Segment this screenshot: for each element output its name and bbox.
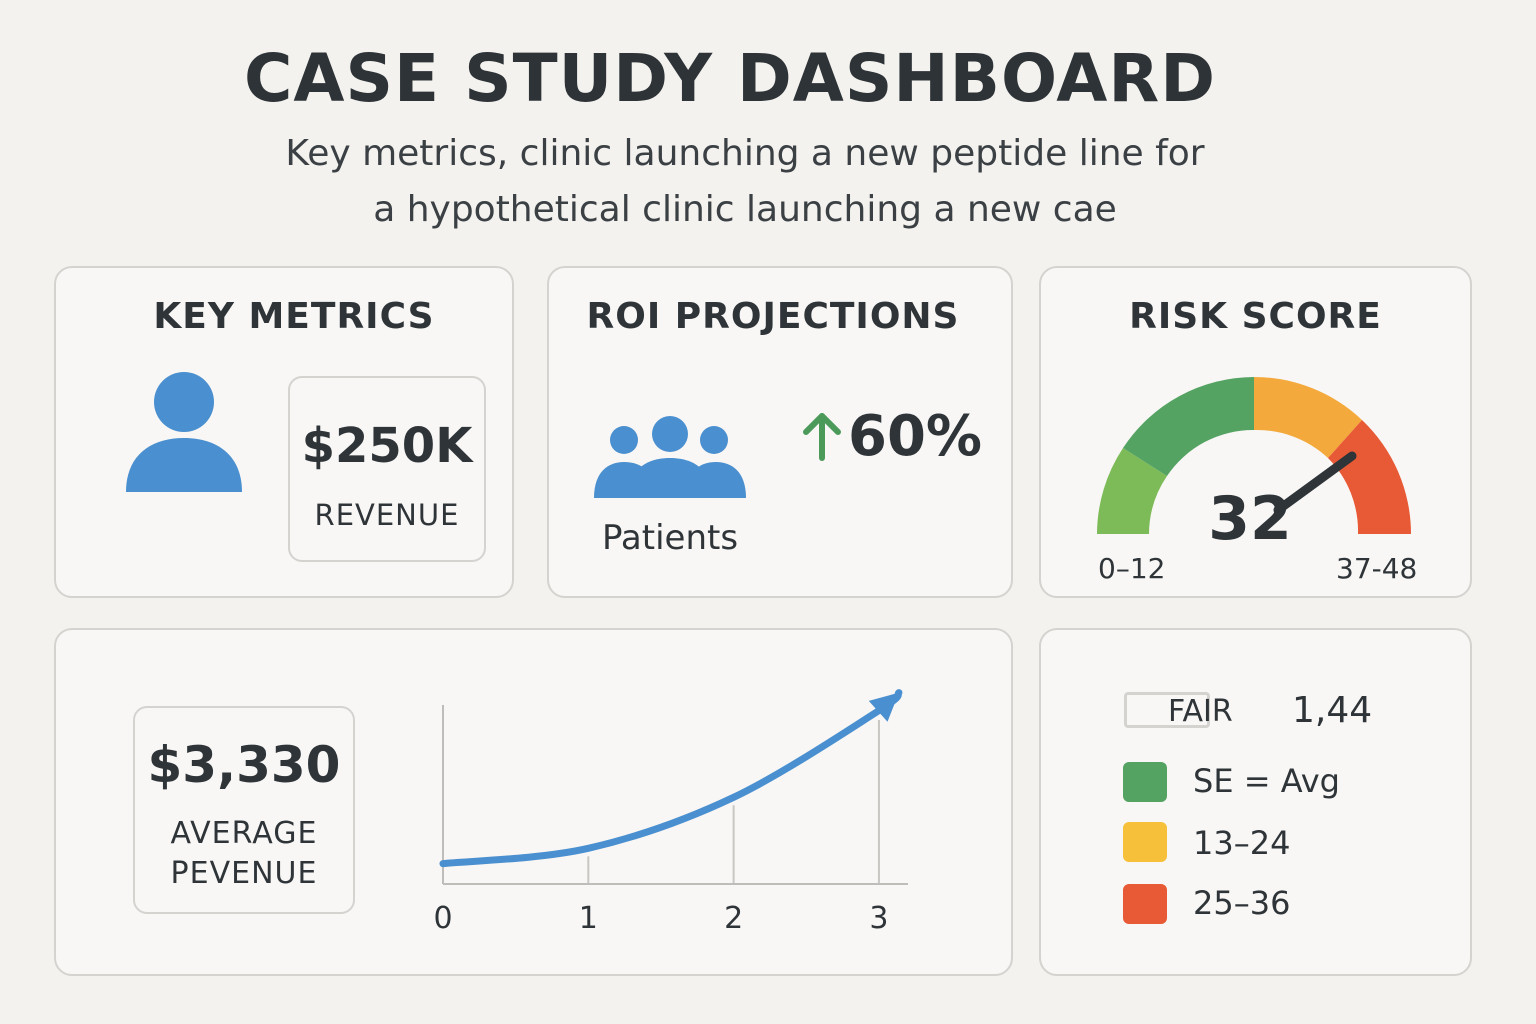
legend-label-fair: FAIR <box>1168 694 1233 729</box>
legend-label-yellow: 13–24 <box>1193 824 1291 862</box>
average-revenue-label-line-2: PEVENUE <box>170 856 318 891</box>
legend-label-green: SE = Avg <box>1193 762 1340 800</box>
legend-swatch-fair <box>1124 692 1210 728</box>
revenue-box <box>288 376 486 562</box>
page-title: CASE STUDY DASHBOARD <box>244 40 1216 117</box>
risk-title: RISK SCORE <box>1129 296 1382 337</box>
risk-range-min-label: 0–12 <box>1098 552 1166 585</box>
gauge-segment-max <box>1328 420 1411 534</box>
revenue-trend-chart: 0 1 2 3 <box>433 689 908 936</box>
risk-gauge <box>1097 377 1411 534</box>
series-arrowhead <box>868 692 899 722</box>
gauge-segment-mid <box>1123 377 1254 476</box>
group-icon <box>594 416 746 498</box>
legend-swatch-yellow <box>1123 822 1167 862</box>
average-revenue-label-line-1: AVERAGE <box>170 816 318 851</box>
page-subtitle-line-2: a hypothetical clinic launching a new ca… <box>373 189 1117 230</box>
x-tick-label: 3 <box>869 901 888 936</box>
gauge-segment-low <box>1097 448 1167 534</box>
page-subtitle-line-1: Key metrics, clinic launching a new pept… <box>285 133 1205 174</box>
growth-value: 60% <box>848 404 983 469</box>
x-tick-label: 1 <box>579 901 598 936</box>
average-revenue-value: $3,330 <box>147 736 341 794</box>
key-metrics-title: KEY METRICS <box>153 296 435 337</box>
risk-score-value: 32 <box>1208 484 1292 554</box>
roi-title: ROI PROJECTIONS <box>586 296 960 337</box>
gauge-segment-high <box>1254 377 1362 458</box>
legend-swatch-green <box>1123 762 1167 802</box>
user-icon <box>126 372 242 492</box>
risk-card <box>1039 266 1472 598</box>
legend-value-fair: 1,44 <box>1292 690 1373 731</box>
gauge-needle <box>1273 451 1357 515</box>
legend-swatch-red <box>1123 884 1167 924</box>
x-tick-label: 2 <box>724 901 743 936</box>
series-line <box>439 689 903 868</box>
revenue-value: $250K <box>301 418 473 474</box>
risk-range-max-label: 37-48 <box>1336 552 1418 585</box>
arrow-up-icon <box>803 413 841 461</box>
legend-label-red: 25–36 <box>1193 884 1291 922</box>
patients-label: Patients <box>601 518 739 558</box>
x-tick-label: 0 <box>433 901 452 936</box>
average-revenue-box <box>133 706 355 914</box>
revenue-label: REVENUE <box>314 498 460 532</box>
legend-card <box>1039 628 1472 976</box>
